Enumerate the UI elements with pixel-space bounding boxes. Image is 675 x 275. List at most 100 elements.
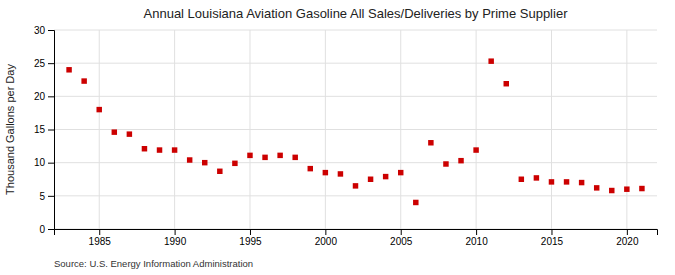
y-axis-tick: 15 bbox=[34, 124, 54, 135]
x-axis-tick-label: 2015 bbox=[541, 236, 564, 247]
x-grid-line bbox=[99, 30, 100, 229]
point bbox=[473, 147, 478, 152]
point bbox=[624, 186, 629, 191]
x-axis-tick-mark bbox=[175, 229, 176, 235]
y-axis-tick: 20 bbox=[34, 91, 54, 102]
point bbox=[579, 180, 584, 185]
point bbox=[217, 169, 222, 174]
y-axis-tick-mark bbox=[48, 63, 54, 64]
y-grid-line bbox=[54, 96, 657, 97]
y-axis-tick-mark bbox=[48, 229, 54, 230]
x-axis: 1985 1990 1995 2000 2005 2010 2015 2020 bbox=[55, 229, 658, 247]
x-grid-line bbox=[325, 30, 326, 229]
point bbox=[488, 58, 493, 63]
y-axis-tick-mark bbox=[48, 163, 54, 164]
y-axis-line bbox=[48, 31, 55, 230]
y-axis-title: Thousand Gallons per Day bbox=[4, 64, 16, 195]
x-axis-tick: 1985 bbox=[89, 229, 112, 247]
point bbox=[609, 188, 614, 193]
chart: 1985 1990 1995 2000 2005 2010 2015 2020 0 5 10 15 20… bbox=[0, 0, 675, 275]
x-grid-line bbox=[626, 30, 627, 229]
point bbox=[187, 157, 192, 162]
y-axis-tick-mark bbox=[48, 96, 54, 97]
point bbox=[519, 177, 524, 182]
y-axis-tick-label: 15 bbox=[34, 124, 46, 135]
point bbox=[504, 81, 509, 86]
point bbox=[112, 129, 117, 134]
x-axis-line bbox=[55, 230, 658, 236]
x-axis-tick-label: 2005 bbox=[390, 236, 413, 247]
x-axis-tick-mark bbox=[476, 229, 477, 235]
x-axis-tick-label: 1995 bbox=[239, 236, 262, 247]
point bbox=[428, 140, 433, 145]
x-axis-tick: 1990 bbox=[164, 229, 187, 247]
y-axis-tick-label: 10 bbox=[34, 157, 46, 168]
plot-area: 1985 1990 1995 2000 2005 2010 2015 2020 0 5 10 15 20… bbox=[34, 25, 658, 247]
y-axis-tick-mark bbox=[48, 30, 54, 31]
x-axis-tick-mark bbox=[325, 229, 326, 235]
point bbox=[368, 177, 373, 182]
point bbox=[157, 147, 162, 152]
y-axis: 0 5 10 15 20 25 30 bbox=[34, 25, 55, 235]
x-axis-tick-label: 1990 bbox=[164, 236, 187, 247]
x-axis-tick-label: 2010 bbox=[465, 236, 488, 247]
point bbox=[413, 200, 418, 205]
point bbox=[127, 131, 132, 136]
x-axis-tick-label: 2000 bbox=[315, 236, 338, 247]
point bbox=[172, 147, 177, 152]
y-grid-line bbox=[54, 63, 657, 64]
y-axis-tick-label: 0 bbox=[39, 224, 45, 235]
y-grid-line bbox=[54, 30, 657, 31]
x-grid-line bbox=[400, 30, 401, 229]
point bbox=[142, 146, 147, 151]
point bbox=[443, 161, 448, 166]
y-axis-tick: 25 bbox=[34, 58, 54, 69]
y-axis-tick-label: 5 bbox=[39, 191, 45, 202]
point bbox=[338, 171, 343, 176]
x-axis-tick-mark bbox=[551, 229, 552, 235]
point bbox=[549, 179, 554, 184]
y-axis-tick-mark bbox=[48, 130, 54, 131]
point bbox=[534, 175, 539, 180]
x-axis-tick-label: 2020 bbox=[616, 236, 639, 247]
points bbox=[66, 58, 644, 205]
x-grid-line bbox=[551, 30, 552, 229]
point bbox=[81, 78, 86, 83]
x-axis-tick: 2020 bbox=[616, 229, 639, 247]
point bbox=[262, 155, 267, 160]
point bbox=[383, 174, 388, 179]
y-axis-tick-mark bbox=[48, 196, 54, 197]
y-grid-line bbox=[54, 195, 657, 196]
x-grid-line bbox=[249, 30, 250, 229]
y-axis-tick: 10 bbox=[34, 157, 54, 168]
y-axis-tick: 30 bbox=[34, 25, 54, 36]
x-grid-line bbox=[174, 30, 175, 229]
x-axis-tick: 2000 bbox=[315, 229, 338, 247]
point bbox=[323, 170, 328, 175]
x-axis-tick-mark bbox=[250, 229, 251, 235]
y-grid-line bbox=[54, 129, 657, 130]
x-axis-tick-mark bbox=[99, 229, 100, 235]
point bbox=[277, 153, 282, 158]
point bbox=[353, 183, 358, 188]
title: Annual Louisiana Aviation Gasoline All S… bbox=[144, 6, 569, 21]
point bbox=[308, 166, 313, 171]
point bbox=[564, 179, 569, 184]
point bbox=[292, 155, 297, 160]
y-axis-tick-label: 25 bbox=[34, 58, 46, 69]
point bbox=[458, 158, 463, 163]
source-note: Source: U.S. Energy Information Administ… bbox=[54, 258, 253, 269]
y-axis-tick: 0 bbox=[39, 224, 54, 235]
x-axis-tick-mark bbox=[627, 229, 628, 235]
x-grid-line bbox=[476, 30, 477, 229]
y-axis-tick-label: 30 bbox=[34, 25, 46, 36]
point bbox=[247, 153, 252, 158]
x-axis-tick: 1995 bbox=[239, 229, 262, 247]
x-axis-tick-mark bbox=[401, 229, 402, 235]
x-axis-tick: 2005 bbox=[390, 229, 413, 247]
point bbox=[66, 67, 71, 72]
x-axis-tick-label: 1985 bbox=[89, 236, 112, 247]
point bbox=[232, 161, 237, 166]
y-axis-tick: 5 bbox=[39, 191, 54, 202]
grid bbox=[54, 30, 657, 229]
